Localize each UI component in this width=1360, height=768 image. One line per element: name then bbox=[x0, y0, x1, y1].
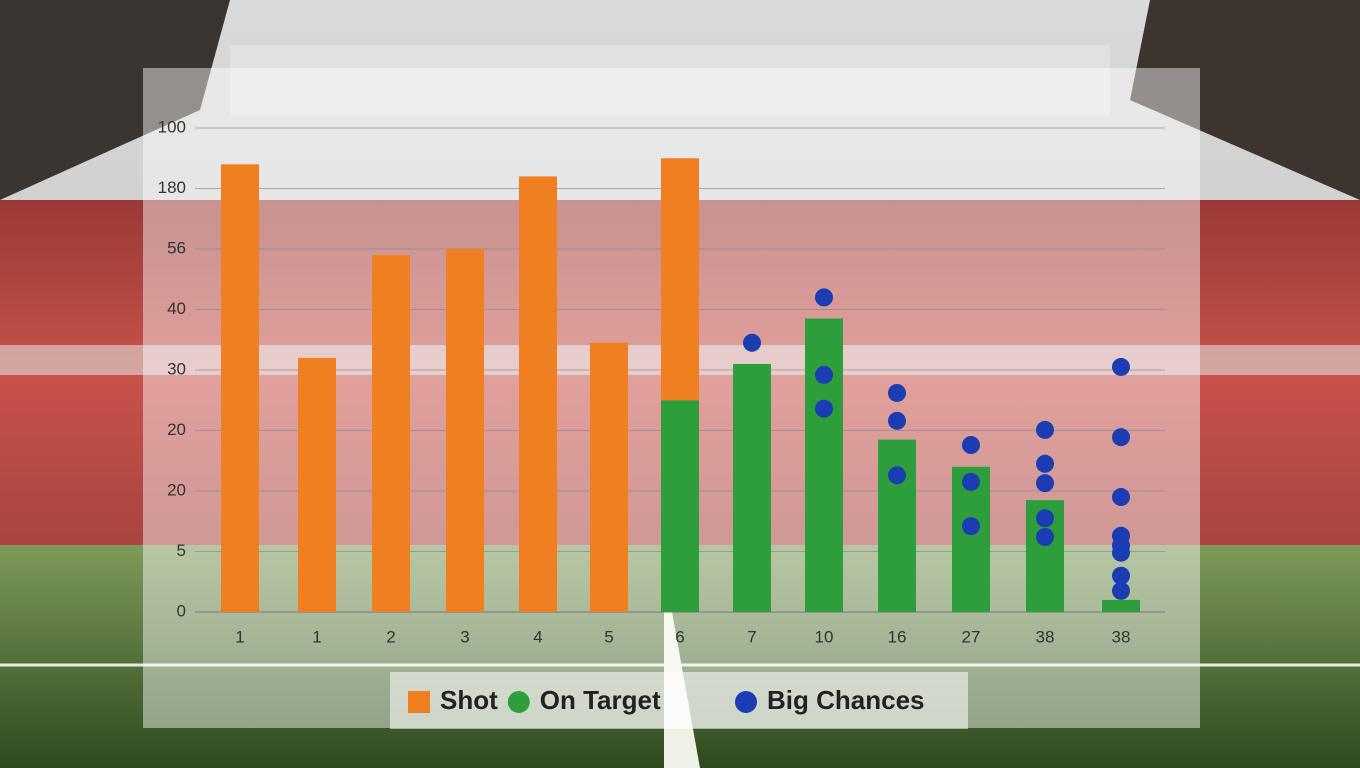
big-chance-dot bbox=[962, 517, 980, 536]
x-tick-label: 2 bbox=[386, 627, 395, 646]
y-tick-label: 0 bbox=[177, 601, 186, 620]
big-chance-dot bbox=[743, 333, 761, 352]
x-tick-label: 38 bbox=[1112, 627, 1131, 646]
y-tick-label: 5 bbox=[177, 541, 186, 560]
big-chance-dot bbox=[1112, 428, 1130, 447]
bar bbox=[446, 249, 484, 612]
big-chance-dot bbox=[1112, 488, 1130, 507]
y-tick-label: 20 bbox=[167, 480, 186, 499]
legend-box bbox=[390, 672, 968, 729]
big-chance-dot bbox=[1036, 420, 1054, 439]
x-tick-label: 6 bbox=[675, 627, 684, 646]
big-chance-dot bbox=[1036, 509, 1054, 528]
big-chance-dot bbox=[1112, 543, 1130, 562]
bar bbox=[878, 439, 916, 612]
x-tick-label: 10 bbox=[815, 627, 834, 646]
legend-label: Shot bbox=[440, 685, 498, 715]
big-chance-dot bbox=[1036, 474, 1054, 493]
big-chance-dot bbox=[962, 472, 980, 491]
y-tick-label: 180 bbox=[158, 178, 186, 197]
legend-label: Big Chances bbox=[767, 685, 925, 715]
big-chance-dot bbox=[815, 288, 833, 307]
legend-swatch bbox=[507, 691, 530, 713]
y-tick-label: 30 bbox=[167, 359, 186, 378]
big-chance-dot bbox=[888, 383, 906, 402]
bar bbox=[661, 158, 699, 401]
big-chance-dot bbox=[888, 411, 906, 430]
x-tick-label: 3 bbox=[460, 627, 469, 646]
legend-swatch bbox=[408, 691, 430, 713]
bar bbox=[1102, 599, 1140, 612]
bar bbox=[221, 164, 259, 613]
x-tick-label: 5 bbox=[604, 627, 613, 646]
big-chance-dot bbox=[1036, 527, 1054, 546]
big-chance-dot bbox=[888, 466, 906, 485]
x-tick-label: 38 bbox=[1036, 627, 1055, 646]
big-chance-dot bbox=[815, 399, 833, 418]
x-tick-label: 1 bbox=[312, 627, 321, 646]
big-chance-dot bbox=[1112, 566, 1130, 585]
x-tick-label: 4 bbox=[533, 627, 542, 646]
bar bbox=[298, 357, 336, 612]
x-tick-label: 7 bbox=[747, 627, 756, 646]
big-chance-dot bbox=[1112, 357, 1130, 376]
x-tick-label: 27 bbox=[962, 627, 981, 646]
legend-label: On Target bbox=[540, 685, 661, 715]
bar bbox=[733, 363, 771, 612]
bar bbox=[661, 400, 699, 612]
y-tick-label: 40 bbox=[167, 299, 186, 318]
legend-swatch bbox=[735, 691, 757, 713]
y-tick-label: 56 bbox=[167, 238, 186, 257]
bar bbox=[590, 342, 628, 612]
x-tick-label: 16 bbox=[888, 627, 907, 646]
big-chance-dot bbox=[962, 436, 980, 455]
bar bbox=[805, 318, 843, 612]
y-tick-label: 20 bbox=[167, 420, 186, 439]
y-tick-label: 100 bbox=[158, 117, 186, 136]
bar bbox=[372, 255, 410, 613]
bar bbox=[519, 176, 557, 612]
x-tick-label: 1 bbox=[235, 627, 244, 646]
big-chance-dot bbox=[1036, 454, 1054, 473]
big-chance-dot bbox=[815, 365, 833, 384]
bar bbox=[952, 466, 990, 612]
big-chance-dot bbox=[1112, 581, 1130, 600]
